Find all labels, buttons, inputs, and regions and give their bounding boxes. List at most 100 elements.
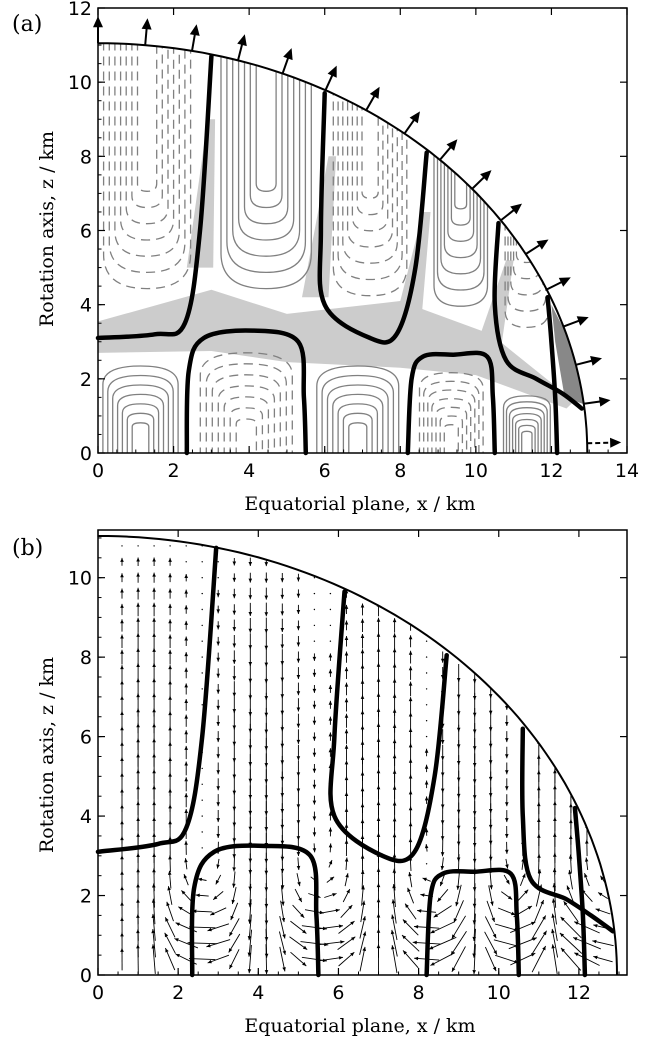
velocity-vector (152, 572, 156, 583)
velocity-vector (344, 873, 349, 887)
velocity-vector (120, 665, 124, 681)
velocity-vector (217, 561, 219, 563)
velocity-vector (230, 902, 239, 921)
velocity-vector (433, 905, 452, 918)
nodal-line-3 (317, 91, 429, 345)
surface-arrow (546, 277, 571, 291)
velocity-vector (425, 863, 428, 865)
y-tick-label: 12 (68, 0, 92, 20)
velocity-vector (440, 807, 445, 825)
positive-contour (226, 43, 307, 274)
velocity-vector (216, 731, 220, 743)
positive-contour (443, 43, 478, 259)
velocity-vector (280, 649, 285, 666)
velocity-vector (497, 907, 516, 916)
y-tick-label: 10 (68, 568, 92, 590)
velocity-vector (568, 869, 573, 890)
positive-contour (237, 43, 295, 241)
velocity-vector (201, 704, 203, 706)
panel-a: (a) 0 2 4 6 8 10 12 14 0 2 4 6 8 10 12 Equatorial pla… (12, 0, 639, 515)
positive-contour (518, 424, 536, 453)
y-tick-label: 4 (80, 295, 92, 317)
panel-a-contours (102, 43, 551, 453)
velocity-vector (316, 940, 345, 946)
velocity-vector (486, 900, 495, 923)
velocity-vector (359, 946, 366, 972)
panel-a-x-axis-label: Equatorial plane, x / km (244, 493, 475, 515)
velocity-vector (167, 870, 172, 889)
positive-contour (521, 430, 533, 453)
velocity-vector (312, 716, 317, 725)
panel-b: (b) 0 2 4 6 8 10 12 0 2 4 6 8 10 Equatorial plane, … (12, 529, 628, 1037)
velocity-vector (328, 669, 333, 677)
velocity-vector (216, 810, 220, 823)
velocity-vector (344, 698, 349, 712)
velocity-vector (216, 589, 220, 598)
negative-contour (136, 43, 158, 192)
velocity-vector (278, 931, 286, 956)
velocity-vector (185, 545, 187, 547)
velocity-vector (424, 780, 429, 789)
velocity-vector (489, 869, 493, 890)
velocity-vector (344, 636, 349, 647)
velocity-vector (197, 877, 207, 882)
positive-contour (337, 403, 379, 453)
surface-arrow (587, 437, 622, 448)
velocity-vector (408, 728, 413, 746)
surface-arrow (575, 356, 602, 366)
panel-a-letter: (a) (12, 12, 42, 37)
velocity-vector (184, 667, 188, 679)
velocity-vector (360, 649, 365, 666)
velocity-vector (440, 857, 445, 871)
velocity-vector (120, 711, 124, 731)
velocity-vector (296, 760, 301, 777)
velocity-vector (201, 624, 203, 627)
velocity-vector (120, 649, 124, 665)
velocity-vector (593, 955, 613, 963)
velocity-vector (184, 683, 188, 695)
velocity-vector (344, 729, 349, 744)
negative-contour (423, 380, 480, 453)
positive-contour (112, 384, 170, 453)
velocity-vector (206, 939, 231, 948)
surface-arrow (403, 111, 420, 135)
velocity-vector (508, 937, 537, 950)
velocity-vector (264, 587, 269, 600)
velocity-vector (360, 664, 365, 682)
velocity-vector (292, 904, 305, 919)
velocity-vector (216, 605, 220, 614)
velocity-vector (391, 899, 397, 924)
positive-contour (255, 43, 277, 192)
velocity-vector (296, 823, 301, 841)
velocity-vector (120, 680, 124, 698)
panel-b-frame (97, 529, 628, 976)
negative-contour (507, 43, 547, 312)
velocity-vector (425, 656, 428, 658)
nodal-line-6 (572, 805, 588, 978)
velocity-vector (201, 831, 203, 833)
y-tick-label: 6 (80, 221, 92, 243)
positive-contour (249, 43, 283, 209)
velocity-vector (402, 919, 419, 936)
negative-contour (114, 43, 180, 257)
x-tick-label: 4 (243, 460, 255, 482)
velocity-vector (324, 893, 337, 898)
positive-contour (102, 365, 179, 453)
x-tick-label: 12 (539, 460, 563, 482)
surface-arrow (525, 239, 549, 255)
velocity-vector (531, 945, 546, 973)
velocity-vector (184, 809, 188, 824)
velocity-vector (472, 944, 476, 975)
velocity-vector (392, 618, 397, 633)
velocity-vector (216, 762, 220, 775)
velocity-vector (488, 885, 494, 906)
surface-arrow (439, 139, 458, 161)
velocity-vector (344, 760, 349, 777)
velocity-vector (216, 794, 220, 807)
velocity-vector (592, 939, 614, 947)
velocity-vector (201, 561, 203, 563)
velocity-vector (296, 776, 301, 793)
velocity-vector (151, 929, 156, 958)
velocity-vector (312, 827, 317, 837)
velocity-vector (430, 921, 456, 934)
